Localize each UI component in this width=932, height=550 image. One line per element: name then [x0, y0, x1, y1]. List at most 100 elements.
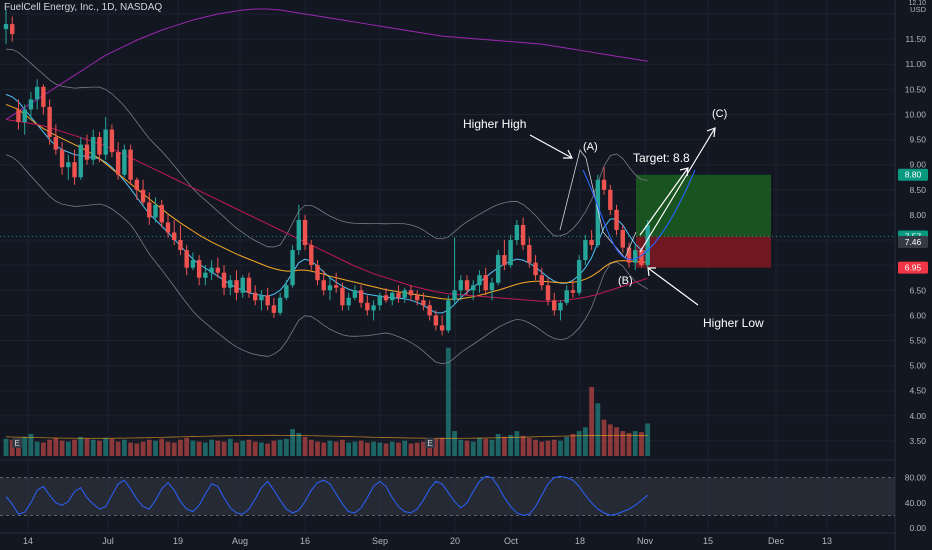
candle-body [16, 109, 21, 123]
volume-bar [502, 436, 507, 456]
date-tick-label: Oct [504, 536, 519, 546]
volume-bar [121, 439, 127, 456]
ma-long-line [5, 8, 648, 120]
stop-zone [636, 236, 771, 268]
price-axis-background [896, 0, 932, 550]
projection-arrowhead [706, 127, 716, 138]
candle-body [576, 260, 582, 293]
volume-bar [439, 437, 445, 456]
candle-body [639, 250, 644, 266]
higher-high-arrowhead [563, 149, 573, 159]
candle-body [520, 224, 526, 246]
candle-body [10, 24, 15, 35]
candle-body [533, 262, 538, 276]
currency-label: USD [910, 5, 926, 14]
price-tick-label: 10.50 [905, 84, 927, 94]
candle-body [408, 290, 414, 296]
candle-body [115, 152, 121, 175]
candle-body [645, 224, 650, 266]
volume-bar [153, 440, 158, 456]
upper-band-line [5, 48, 648, 248]
volume-bar [445, 347, 451, 456]
candle-body [228, 280, 233, 288]
volume-bar [240, 440, 246, 456]
candle-body [327, 285, 333, 291]
candle-body [134, 179, 140, 190]
volume-bar [595, 403, 601, 456]
volume-bar [533, 439, 538, 456]
date-tick-label: 13 [822, 536, 832, 546]
volume-bar [103, 437, 109, 456]
volume-bar [22, 436, 28, 456]
candle-body [402, 290, 407, 298]
price-badge-label: 7.46 [905, 237, 922, 247]
candle-body [390, 292, 395, 301]
oscillator-line [5, 475, 649, 516]
volume-bar [558, 440, 563, 456]
volume-bar [59, 440, 65, 456]
price-tick-label: 8.00 [909, 210, 926, 220]
price-badge [898, 236, 928, 249]
candle-body [47, 106, 52, 138]
candle-body [396, 292, 401, 298]
price-tick-label: 12.10 [908, 0, 926, 7]
volume-bar [84, 438, 90, 456]
candle-body [140, 189, 146, 203]
date-tick-label: 20 [450, 536, 460, 546]
price-tick-label: 9.00 [909, 160, 926, 170]
volume-bar [184, 437, 190, 456]
oscillator-tick-label: 40.00 [905, 498, 927, 508]
volume-bar [358, 440, 364, 456]
candle-body [165, 222, 171, 233]
candle-body [464, 280, 470, 291]
higher-low-arrowhead [647, 267, 656, 277]
earnings-marker [12, 438, 22, 448]
candle-body [78, 144, 83, 178]
volume-bar [97, 440, 102, 456]
date-tick-label: 19 [173, 536, 183, 546]
candle-body [626, 247, 632, 263]
volume-bar [352, 441, 358, 456]
volume-bar [16, 440, 21, 456]
volume-bar [470, 441, 476, 456]
candle-body [633, 250, 638, 263]
candle-body [427, 305, 432, 316]
candle-body [221, 272, 227, 288]
volume-bar [53, 437, 59, 456]
volume-bar [221, 441, 227, 456]
volume-bar [277, 439, 283, 456]
volume-bar [65, 441, 71, 456]
candle-body [234, 280, 239, 293]
candle-body [495, 255, 501, 283]
volume-bar [545, 440, 551, 456]
candle-body [122, 149, 127, 175]
lower-band-line [5, 154, 648, 365]
volume-bar [315, 441, 320, 456]
candle-body [196, 260, 202, 278]
volume-bar [283, 438, 289, 456]
volume-bar [265, 443, 271, 456]
volume-bar [396, 442, 401, 456]
candle-body [147, 202, 152, 218]
volume-bar [645, 423, 651, 456]
volume-bar [90, 439, 96, 456]
candle-body [91, 137, 96, 160]
wave-path-line [559, 149, 637, 259]
candle-body [527, 245, 532, 263]
volume-bar [564, 436, 570, 456]
volume-bar [47, 439, 53, 456]
candle-body [128, 149, 133, 180]
candle-body [340, 287, 345, 306]
volume-bar [520, 435, 526, 456]
candle-body [552, 300, 557, 311]
chart-title: FuelCell Energy, Inc., 1D, NASDAQ [4, 2, 163, 13]
volume-bar [570, 433, 576, 456]
price-tick-label: 6.50 [909, 285, 926, 295]
volume-bar [271, 440, 277, 456]
volume-bar [40, 442, 46, 456]
volume-bar [632, 431, 638, 456]
candle-body [371, 305, 376, 311]
candle-body [564, 290, 569, 303]
volume-bar [452, 431, 457, 456]
